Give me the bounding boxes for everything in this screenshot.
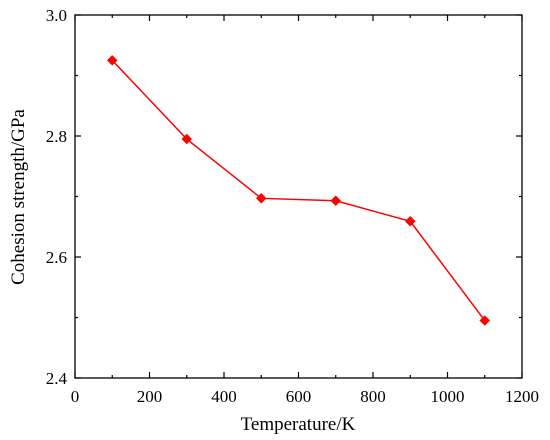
series-line — [111, 59, 486, 321]
x-tick-label: 800 — [360, 387, 386, 406]
data-point — [479, 315, 491, 326]
y-tick-label: 2.4 — [46, 369, 68, 388]
y-axis-title: Cohesion strength/GPa — [8, 109, 29, 285]
series-markers — [106, 55, 491, 326]
y-tick-label: 2.6 — [46, 248, 67, 267]
x-tick-label: 600 — [286, 387, 312, 406]
plot-frame — [74, 14, 523, 379]
axis-ticks — [74, 14, 523, 379]
y-tick-label: 2.8 — [46, 127, 67, 146]
data-point — [181, 133, 193, 145]
x-tick-label: 1200 — [505, 387, 539, 406]
data-point — [404, 215, 416, 227]
tick-labels: 0 200 400 600 800 1000 1200 2.4 2.6 2.8 3.0 — [46, 6, 539, 406]
data-point — [330, 195, 342, 207]
x-tick-label: 200 — [137, 387, 163, 406]
data-point — [255, 192, 267, 204]
data-point — [106, 55, 118, 66]
x-tick-label: 400 — [211, 387, 237, 406]
y-tick-label: 3.0 — [46, 6, 67, 25]
x-tick-label: 0 — [71, 387, 80, 406]
x-axis-title: Temperature/K — [241, 414, 356, 435]
x-tick-label: 1000 — [431, 387, 465, 406]
